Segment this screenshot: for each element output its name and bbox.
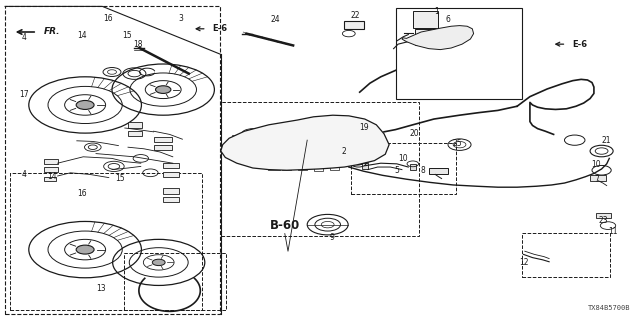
Text: E-6: E-6 bbox=[212, 24, 228, 33]
Text: 8: 8 bbox=[420, 166, 425, 175]
Bar bbox=[163, 163, 179, 168]
Text: 7: 7 bbox=[594, 175, 599, 184]
Text: 10: 10 bbox=[591, 160, 602, 169]
Bar bbox=[360, 132, 371, 136]
Text: 4: 4 bbox=[22, 33, 27, 42]
Polygon shape bbox=[402, 26, 474, 50]
Bar bbox=[154, 137, 172, 142]
Bar bbox=[44, 167, 58, 172]
Bar bbox=[44, 177, 56, 181]
Bar bbox=[232, 135, 243, 139]
Text: 4: 4 bbox=[22, 170, 27, 179]
Text: 19: 19 bbox=[358, 124, 369, 132]
Bar bbox=[351, 143, 456, 194]
Bar bbox=[596, 213, 611, 218]
Text: 22: 22 bbox=[351, 11, 360, 20]
Bar bbox=[163, 172, 179, 177]
Text: 10: 10 bbox=[398, 154, 408, 163]
Bar bbox=[5, 6, 220, 314]
Text: FR.: FR. bbox=[44, 28, 60, 36]
Text: 6: 6 bbox=[445, 15, 451, 24]
Text: 14: 14 bbox=[77, 31, 87, 40]
Text: 11: 11 bbox=[609, 227, 618, 236]
Text: 16: 16 bbox=[77, 189, 87, 198]
Text: 24: 24 bbox=[270, 15, 280, 24]
Circle shape bbox=[76, 245, 94, 254]
Bar bbox=[298, 166, 307, 170]
Text: 3: 3 bbox=[178, 14, 183, 23]
Text: 16: 16 bbox=[102, 14, 113, 23]
Bar bbox=[362, 163, 368, 169]
Text: 9: 9 bbox=[329, 233, 334, 242]
Text: 12: 12 bbox=[519, 258, 528, 267]
Bar bbox=[344, 21, 364, 29]
Text: B-60: B-60 bbox=[269, 219, 300, 232]
Text: 2: 2 bbox=[342, 147, 347, 156]
Text: 15: 15 bbox=[122, 31, 132, 40]
Text: 1: 1 bbox=[434, 7, 439, 16]
Text: 21: 21 bbox=[602, 136, 611, 145]
Bar bbox=[590, 175, 606, 181]
Bar bbox=[314, 167, 323, 171]
Bar bbox=[44, 159, 58, 164]
Bar bbox=[522, 233, 610, 277]
Bar bbox=[221, 102, 419, 236]
Text: 25: 25 bbox=[452, 140, 463, 148]
Bar bbox=[266, 159, 277, 164]
Bar bbox=[413, 11, 438, 28]
Circle shape bbox=[285, 127, 339, 154]
Text: E-6: E-6 bbox=[572, 40, 588, 49]
Bar bbox=[232, 142, 243, 146]
Text: 20: 20 bbox=[410, 129, 420, 138]
Bar bbox=[282, 160, 291, 163]
Bar bbox=[429, 168, 448, 174]
Bar bbox=[163, 197, 179, 202]
Circle shape bbox=[307, 138, 318, 144]
Circle shape bbox=[76, 100, 94, 109]
Text: 23: 23 bbox=[598, 216, 608, 225]
Bar bbox=[10, 173, 202, 310]
Text: 17: 17 bbox=[19, 90, 29, 99]
Circle shape bbox=[298, 134, 326, 148]
Text: 18: 18 bbox=[133, 40, 142, 49]
Bar bbox=[330, 166, 339, 170]
Circle shape bbox=[156, 86, 171, 93]
Bar bbox=[410, 164, 416, 170]
Bar bbox=[128, 131, 142, 136]
Bar bbox=[124, 253, 226, 310]
Bar bbox=[268, 166, 280, 170]
Text: TX84B5700B: TX84B5700B bbox=[588, 305, 630, 311]
Bar bbox=[396, 8, 522, 99]
Text: 15: 15 bbox=[115, 174, 125, 183]
Bar bbox=[128, 122, 142, 128]
Bar bbox=[282, 166, 291, 170]
Text: 5: 5 bbox=[394, 166, 399, 175]
Circle shape bbox=[152, 259, 165, 266]
Text: 14: 14 bbox=[47, 172, 58, 181]
Text: 13: 13 bbox=[96, 284, 106, 293]
Bar bbox=[347, 124, 358, 128]
Bar bbox=[163, 188, 179, 194]
Bar bbox=[415, 29, 439, 45]
Polygon shape bbox=[221, 115, 389, 170]
Bar bbox=[154, 145, 172, 150]
